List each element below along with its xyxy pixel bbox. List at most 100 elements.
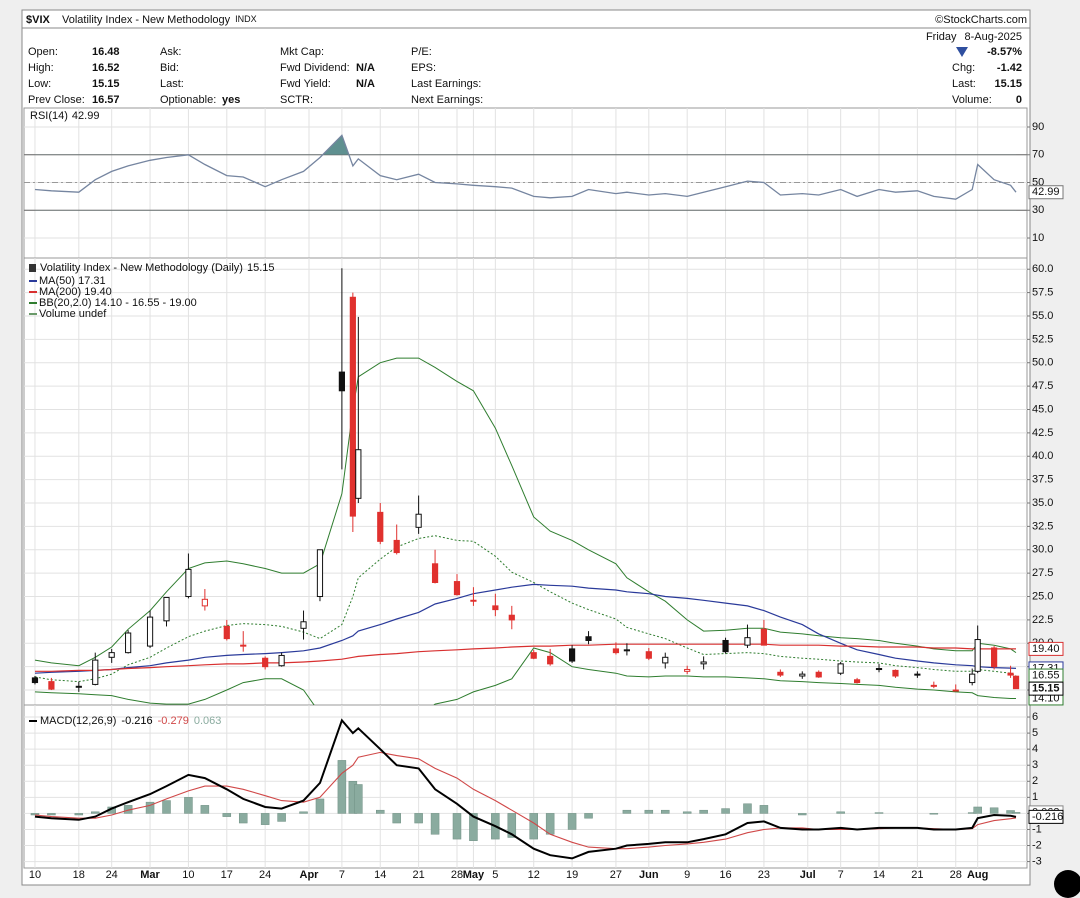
instrument-name: Volatility Index - New Methodology INDX — [62, 14, 257, 26]
legend-value: -0.216 — [121, 715, 152, 727]
panel — [23, 704, 1028, 869]
histogram-bar — [682, 811, 692, 814]
histogram-bar — [260, 813, 270, 825]
x-tick-label: 19 — [566, 869, 578, 881]
y-tick-label: 60.0 — [1032, 263, 1053, 275]
candle-body — [585, 636, 592, 641]
field-label: Open: — [28, 46, 58, 58]
value-box-label: 15.15 — [1032, 683, 1060, 695]
y-tick-label: 6 — [1032, 711, 1038, 723]
candle-body — [185, 568, 192, 598]
y-tick-label: 42.5 — [1032, 427, 1053, 439]
x-tick-label: 28 — [451, 869, 463, 881]
day: Friday — [926, 31, 957, 43]
field-label: Mkt Cap: — [280, 46, 324, 58]
legend-value: -0.279 — [158, 715, 189, 727]
histogram-bar — [222, 813, 232, 817]
candle-body — [262, 657, 269, 668]
x-tick-label: 24 — [259, 869, 271, 881]
field-label: Last: — [160, 78, 184, 90]
histogram-bar — [874, 812, 884, 814]
bollinger-lower — [34, 647, 1016, 705]
x-tick-label: 10 — [182, 869, 194, 881]
candle-body — [1007, 672, 1014, 676]
candle-body — [684, 668, 691, 672]
field-value: 16.52 — [92, 62, 120, 74]
x-tick-label: 16 — [719, 869, 731, 881]
macd-line — [34, 718, 1017, 860]
histogram-bar — [545, 813, 555, 835]
field-label: Volume: — [952, 94, 992, 106]
candle-body — [223, 625, 230, 640]
x-tick-label: 28 — [950, 869, 962, 881]
candle-body — [892, 669, 899, 677]
candle-body — [163, 596, 170, 622]
candle-body — [508, 614, 515, 621]
histogram-bar — [507, 813, 517, 838]
histogram-bar — [743, 803, 752, 814]
candle-body — [914, 673, 921, 676]
candle-body — [853, 679, 861, 684]
candle-body — [662, 656, 669, 664]
candle-body — [278, 654, 285, 667]
panel-legend: Volatility Index - New Methodology (Dail… — [40, 262, 275, 274]
field-value: N/A — [356, 62, 375, 74]
candle-body — [623, 649, 630, 652]
candle-body — [777, 671, 784, 676]
x-tick-label: 24 — [106, 869, 118, 881]
histogram-bar — [644, 809, 654, 814]
bollinger-upper — [34, 357, 1017, 667]
y-tick-label: 10 — [1032, 232, 1044, 244]
candle-body — [799, 673, 806, 677]
value-box-label: 19.40 — [1032, 643, 1060, 655]
y-tick-label: 70 — [1032, 149, 1044, 161]
field-value: yes — [222, 94, 240, 106]
candle-body — [645, 651, 652, 659]
field-value: 15.15 — [92, 78, 120, 90]
candle-body — [875, 668, 883, 671]
field-value: -1.42 — [997, 62, 1022, 74]
y-tick-label: 32.5 — [1032, 520, 1053, 532]
legend-value: 15.15 — [247, 262, 275, 274]
candle-body — [48, 681, 55, 690]
histogram-bar — [798, 813, 807, 816]
field-value: 16.48 — [92, 46, 120, 58]
field-label: Low: — [28, 78, 51, 90]
x-tick-label: 21 — [911, 869, 923, 881]
histogram-bar — [699, 809, 708, 814]
x-tick-label: Jul — [800, 869, 816, 881]
y-tick-label: 40.0 — [1032, 450, 1053, 462]
histogram-bar — [238, 813, 248, 824]
x-tick-label: 5 — [492, 869, 498, 881]
candle-body — [952, 689, 959, 692]
y-tick-label: 90 — [1032, 121, 1044, 133]
candle-body — [930, 684, 937, 687]
candle-body — [201, 598, 208, 607]
x-tick-label: Jun — [639, 869, 659, 881]
candle-body — [125, 632, 132, 654]
histogram-bar — [469, 813, 478, 841]
legend-entry: MA(200) 19.40 — [39, 286, 112, 298]
histogram-bar — [584, 813, 593, 819]
legend-value: 0.063 — [194, 715, 222, 727]
value-box-label: 42.99 — [1032, 186, 1060, 198]
x-tick-label: 23 — [758, 869, 770, 881]
date: Friday 8-Aug-2025 — [926, 31, 1022, 43]
y-tick-label: 5 — [1032, 727, 1038, 739]
y-tick-label: 4 — [1032, 743, 1038, 755]
legend-icon — [29, 264, 36, 272]
candle-body — [969, 673, 976, 684]
histogram-bar — [337, 760, 347, 814]
histogram-bar — [721, 808, 730, 814]
x-tick-label: Mar — [140, 869, 160, 881]
candle-body — [760, 628, 768, 646]
field-label: SCTR: — [280, 94, 313, 106]
field-label: Bid: — [160, 62, 179, 74]
field-value: 15.15 — [994, 78, 1022, 90]
moving-average — [35, 643, 1016, 672]
histogram-bar — [989, 807, 999, 814]
x-tick-label: 17 — [221, 869, 233, 881]
candle-body — [470, 599, 477, 602]
field-value: N/A — [356, 78, 375, 90]
histogram-bar — [74, 813, 84, 816]
